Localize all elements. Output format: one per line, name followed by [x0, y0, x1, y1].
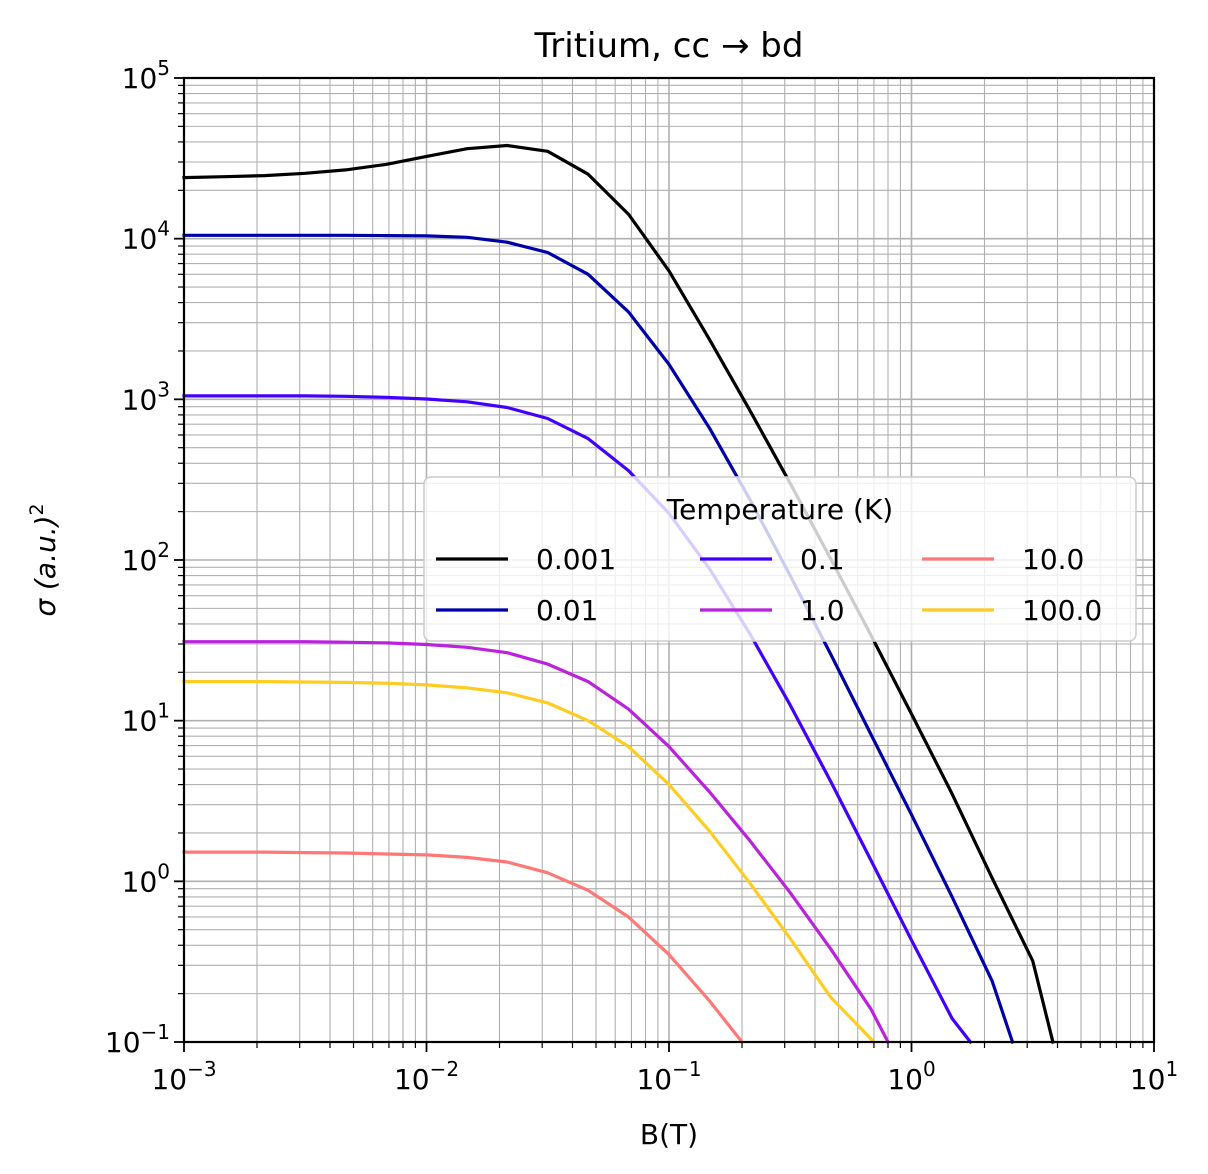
x-tick-label-base: 10 [394, 1063, 430, 1096]
y-tick-label-base: 10 [122, 223, 158, 256]
series-line-1-0 [182, 640, 891, 1045]
x-tick-label: 101 [1130, 1057, 1178, 1096]
y-tick-label-exponent: 5 [157, 56, 170, 80]
y-tick-label-exponent: 3 [157, 377, 170, 401]
legend-title: Temperature (K) [666, 493, 893, 526]
legend-label: 100.0 [1022, 594, 1102, 627]
y-tick-label-base: 10 [122, 62, 158, 95]
legend-box [423, 476, 1137, 642]
y-tick-label-base: 10 [122, 544, 158, 577]
series-lines [182, 143, 1055, 1045]
series-line-100-0 [182, 679, 877, 1045]
series-line-0-1 [182, 394, 973, 1045]
y-tick-label: 105 [122, 56, 170, 95]
legend-label: 0.1 [800, 543, 845, 576]
y-tick-label-base: 10 [105, 1026, 141, 1059]
x-tick-labels: 10−3 10−2 10−1 100 101 [151, 1057, 1178, 1096]
y-tick-label-exponent: 2 [157, 538, 170, 562]
legend-label: 0.001 [536, 543, 616, 576]
y-tick-label: 104 [122, 217, 170, 256]
x-tick-label: 10−3 [151, 1057, 216, 1096]
y-axis-label-group: σ (a.u.)2 [26, 503, 62, 616]
y-tick-label-exponent: −1 [141, 1020, 170, 1044]
x-axis-label: B(T) [640, 1118, 698, 1151]
x-tick-label-exponent: −2 [430, 1057, 459, 1081]
y-tick-label-exponent: 0 [157, 859, 170, 883]
series-line-10-0 [182, 850, 745, 1045]
y-tick-label-exponent: 4 [157, 217, 170, 241]
x-tick-label-exponent: −1 [672, 1057, 701, 1081]
axis-ticks [174, 77, 1155, 1052]
y-tick-label: 103 [122, 377, 170, 416]
x-tick-label: 10−2 [394, 1057, 459, 1096]
x-tick-label: 100 [887, 1057, 935, 1096]
x-tick-label-base: 10 [636, 1063, 672, 1096]
y-axis-label-exponent: 2 [26, 503, 48, 515]
y-tick-label: 102 [122, 538, 170, 577]
series-line-0-01 [182, 233, 1015, 1045]
legend-entries: 0.001 0.01 0.1 1.0 10.0 100.0 [436, 543, 1102, 627]
y-tick-label-exponent: 1 [157, 699, 170, 723]
y-tick-label: 10−1 [105, 1020, 170, 1059]
x-tick-label-base: 10 [1130, 1063, 1166, 1096]
y-tick-label-base: 10 [122, 865, 158, 898]
x-tick-label-exponent: 1 [1165, 1057, 1178, 1081]
x-tick-label-base: 10 [887, 1063, 923, 1096]
y-tick-label: 101 [122, 699, 170, 738]
x-tick-label-base: 10 [151, 1063, 187, 1096]
x-tick-label: 10−1 [636, 1057, 701, 1096]
legend-label: 0.01 [536, 594, 598, 627]
legend-label: 1.0 [800, 594, 845, 627]
y-tick-label-base: 10 [122, 383, 158, 416]
y-tick-label-base: 10 [122, 705, 158, 738]
y-axis-label-text: σ (a.u.) [29, 515, 62, 616]
legend: Temperature (K) 0.001 0.01 0.1 1.0 10.0 100.0 [423, 476, 1137, 642]
x-tick-label-exponent: 0 [923, 1057, 936, 1081]
y-tick-label: 100 [122, 859, 170, 898]
x-tick-label-exponent: −3 [187, 1057, 216, 1081]
series-line-0-001 [182, 143, 1055, 1044]
chart-title: Tritium, cc → bd [534, 26, 804, 66]
legend-label: 10.0 [1022, 543, 1084, 576]
y-axis-label: σ (a.u.)2 [26, 503, 62, 616]
